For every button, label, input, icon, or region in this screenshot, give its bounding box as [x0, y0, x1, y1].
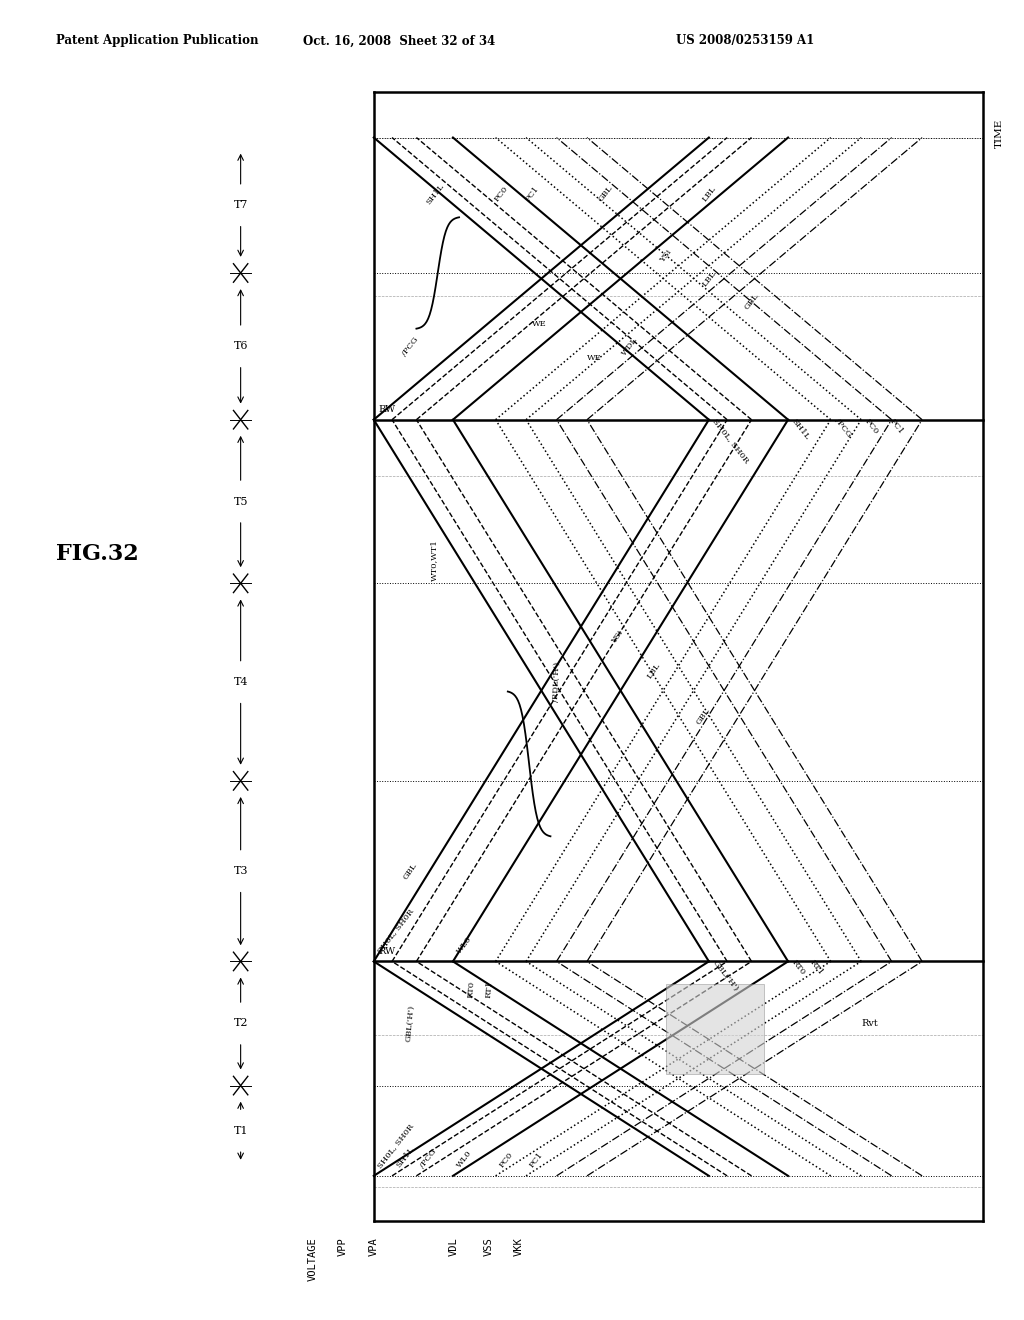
Text: US 2008/0253159 A1: US 2008/0253159 A1 — [676, 34, 814, 48]
Text: RW: RW — [379, 948, 396, 956]
Text: VDL: VDL — [449, 1237, 459, 1255]
Text: T3: T3 — [233, 866, 248, 876]
Text: VSS: VSS — [483, 1237, 494, 1255]
Text: T4: T4 — [233, 677, 248, 688]
Text: GBL('H'): GBL('H') — [404, 1005, 416, 1043]
Text: LBL: LBL — [646, 661, 663, 680]
Text: YSi: YSi — [610, 628, 625, 645]
Text: TIME: TIME — [995, 119, 1005, 148]
Bar — [667, 983, 764, 1074]
Text: RT1: RT1 — [484, 981, 495, 998]
Text: SH0L, SH0R: SH0L, SH0R — [376, 1122, 416, 1170]
Text: SH1L: SH1L — [394, 1146, 416, 1170]
Text: /PCG: /PCG — [419, 1147, 438, 1170]
Text: SH0L, SH0R: SH0L, SH0R — [711, 417, 751, 465]
Text: WL0: WL0 — [455, 1148, 473, 1170]
Text: PC0: PC0 — [494, 185, 510, 203]
Text: PC1: PC1 — [528, 1151, 545, 1170]
Text: GBL('H'): GBL('H') — [711, 958, 740, 993]
Text: /PCG: /PCG — [400, 335, 420, 358]
Text: PC1: PC1 — [888, 417, 904, 436]
Text: WDL: WDL — [621, 335, 639, 358]
Text: RW: RW — [379, 405, 396, 414]
Text: WL0: WL0 — [455, 935, 473, 954]
Text: SH1L: SH1L — [424, 182, 445, 206]
Text: T5: T5 — [233, 496, 248, 507]
Text: SH1L: SH1L — [791, 417, 811, 441]
Text: Patent Application Publication: Patent Application Publication — [56, 34, 259, 48]
Text: WE: WE — [587, 354, 602, 362]
Text: YSi: YSi — [658, 248, 674, 264]
Text: PC0: PC0 — [863, 417, 881, 436]
Text: RT1: RT1 — [808, 958, 825, 977]
Text: LBL: LBL — [700, 185, 718, 203]
Text: VPA: VPA — [369, 1237, 379, 1255]
Text: GBL: GBL — [694, 706, 712, 726]
Text: SH0L, SH0R: SH0L, SH0R — [376, 907, 416, 954]
Text: WT0,WT1: WT0,WT1 — [430, 539, 438, 581]
Text: PC1: PC1 — [523, 185, 541, 203]
Text: GBL: GBL — [596, 185, 614, 203]
Text: PC0: PC0 — [498, 1151, 515, 1170]
Text: WE: WE — [532, 319, 547, 327]
Text: LBL: LBL — [700, 269, 718, 288]
Text: /RDL('H'): /RDL('H') — [552, 661, 561, 702]
Text: Oct. 16, 2008  Sheet 32 of 34: Oct. 16, 2008 Sheet 32 of 34 — [303, 34, 496, 48]
Text: VPP: VPP — [338, 1237, 348, 1255]
Text: T2: T2 — [233, 1019, 248, 1028]
Text: T1: T1 — [233, 1126, 248, 1135]
Text: RT0: RT0 — [467, 981, 476, 998]
Text: VOLTAGE: VOLTAGE — [307, 1237, 317, 1280]
Text: Rvt: Rvt — [861, 1019, 878, 1028]
Text: GBL: GBL — [742, 292, 761, 312]
Text: VKK: VKK — [514, 1237, 524, 1255]
Text: RT0: RT0 — [791, 958, 807, 977]
Text: GBL: GBL — [401, 861, 419, 880]
Text: /PCG: /PCG — [833, 417, 852, 440]
Text: T6: T6 — [233, 342, 248, 351]
Text: FIG.32: FIG.32 — [56, 544, 139, 565]
Text: T7: T7 — [233, 201, 248, 210]
